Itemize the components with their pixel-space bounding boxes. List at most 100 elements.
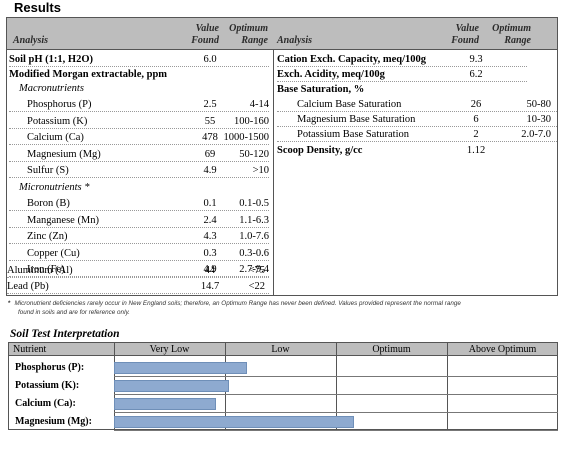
interpretation-row: Phosphorus (P):: [9, 359, 558, 377]
interp-divider-3: [336, 343, 337, 430]
row-label: Calcium Base Saturation: [297, 99, 402, 110]
row-range: >10: [252, 165, 269, 176]
interpretation-row: Potassium (K):: [9, 377, 558, 395]
row-lead: Lead (Pb) 14.7 <22: [7, 280, 269, 294]
row-range: 0.3-0.6: [239, 247, 269, 259]
header-value-left-2: Found: [191, 35, 219, 46]
row-label: Iron (Fe): [27, 264, 65, 275]
row-range: 50-80: [526, 99, 552, 110]
micronutrients-heading: Micronutrients *: [19, 182, 90, 193]
table-row: Zinc (Zn) 4.3 1.0-7.6: [9, 230, 269, 244]
table-row: Boron (B) 0.1 0.1-0.5: [9, 197, 269, 211]
row-range: 1.0-7.6: [239, 231, 269, 242]
row-label: Calcium (Ca): [27, 132, 84, 143]
results-table: Analysis Value Found Optimum Range Analy…: [6, 17, 558, 296]
row-value: 6: [473, 114, 479, 125]
row-range: 1000-1500: [223, 132, 270, 143]
level-bar: [114, 380, 229, 392]
base-saturation-heading: Base Saturation, %: [277, 84, 365, 95]
nutrient-label: Phosphorus (P):: [15, 362, 85, 373]
row-divider: [114, 394, 558, 395]
interp-header-above-optimum: Above Optimum: [468, 344, 537, 355]
row-value: 4.9: [203, 165, 217, 176]
row-range: 0.1-0.5: [239, 198, 269, 209]
row-divider: [114, 376, 558, 377]
row-range: 1.1-6.3: [239, 214, 269, 226]
header-range-left-2: Range: [241, 35, 268, 46]
row-label: Magnesium (Mg): [27, 148, 101, 160]
lead-value: 14.7: [200, 281, 220, 292]
nutrient-label: Calcium (Ca):: [15, 398, 76, 409]
row-value: 478: [202, 132, 218, 143]
macronutrients-heading: Macronutrients: [19, 83, 84, 94]
header-value-right-2: Found: [451, 35, 479, 46]
interp-divider-4: [447, 343, 448, 430]
footnote-line-1: Micronutrient deficiencies rarely occur …: [14, 300, 461, 307]
interp-header-low: Low: [271, 344, 290, 355]
header-analysis-left: Analysis: [13, 35, 49, 46]
cec-value: 9.3: [469, 54, 483, 65]
row-value: 4.3: [203, 231, 217, 242]
level-bar: [114, 398, 216, 410]
row-label: Copper (Cu): [27, 247, 80, 259]
table-row: Manganese (Mn) 2.4 1.1-6.3: [9, 214, 269, 228]
column-divider: [273, 50, 274, 296]
row-label: Phosphorus (P): [27, 99, 92, 110]
header-range-right-2: Range: [504, 35, 531, 46]
interpretation-table: Nutrient Very Low Low Optimum Above Opti…: [8, 342, 558, 431]
nutrient-label: Potassium (K):: [15, 380, 80, 391]
row-range: 4-14: [249, 99, 269, 110]
interpretation-row: Calcium (Ca):: [9, 395, 558, 413]
table-row: Calcium (Ca) 478 1000-1500: [9, 131, 269, 145]
header-value-right-1: Value: [455, 23, 479, 34]
row-value: 69: [204, 148, 216, 160]
interp-header-very-low: Very Low: [149, 344, 190, 355]
row-value: 26: [470, 99, 482, 110]
aluminum-value: 44: [204, 265, 216, 276]
row-value: 4.9: [203, 264, 217, 275]
row-divider: [114, 412, 558, 413]
aluminum-range: <75: [248, 265, 265, 276]
table-row: Iron (Fe) 4.9 2.7-9.4: [9, 263, 269, 277]
table-row: Phosphorus (P) 2.5 4-14: [9, 98, 269, 112]
row-soil-ph: Soil pH (1:1, H2O) 6.0: [9, 53, 269, 67]
table-row: Potassium (K) 55 100-160: [9, 115, 269, 129]
footnote-line-2: found in soils and are for reference onl…: [18, 309, 130, 316]
interp-header-optimum: Optimum: [372, 344, 411, 355]
table-row: Copper (Cu) 0.3 0.3-0.6: [9, 247, 269, 261]
soil-ph-value: 6.0: [203, 54, 217, 65]
table-row: Magnesium (Mg) 69 50-120: [9, 148, 269, 162]
interpretation-row: Magnesium (Mg):: [9, 413, 558, 431]
micronutrient-footnote: * Micronutrient deficiencies rarely occur…: [8, 299, 560, 317]
header-analysis-right: Analysis: [277, 35, 313, 46]
row-cec: Cation Exch. Capacity, meq/100g 9.3: [277, 53, 527, 67]
soil-ph-label: Soil pH (1:1, H2O): [9, 54, 94, 65]
nutrient-label: Magnesium (Mg):: [15, 416, 92, 427]
header-optimum-left-1: Optimum: [229, 23, 268, 34]
footnote-star: *: [8, 300, 11, 307]
row-divider: [114, 430, 558, 431]
row-value: 0.1: [203, 198, 217, 209]
scoop-value: 1.12: [466, 145, 486, 156]
row-value: 55: [204, 115, 216, 127]
interp-header-nutrient: Nutrient: [13, 344, 47, 355]
row-range: 2.0-7.0: [521, 129, 551, 140]
row-range: 100-160: [234, 115, 269, 127]
row-label: Sulfur (S): [27, 165, 69, 176]
interpretation-title: Soil Test Interpretation: [10, 328, 120, 340]
acidity-value: 6.2: [469, 69, 483, 80]
aluminum-label: Aluminum (Al): [7, 265, 73, 276]
table-row: Potassium Base Saturation 2 2.0-7.0: [277, 128, 557, 142]
lead-label: Lead (Pb): [7, 281, 49, 292]
row-label: Boron (B): [27, 198, 70, 209]
row-value: 2: [473, 129, 479, 140]
row-range: 10-30: [526, 114, 552, 125]
results-title: Results: [14, 0, 61, 15]
row-label: Potassium Base Saturation: [297, 129, 409, 140]
row-label: Manganese (Mn): [27, 214, 100, 226]
level-bar: [114, 416, 354, 428]
row-label: Potassium (K): [27, 115, 88, 127]
row-scoop-density: Scoop Density, g/cc 1.12: [277, 144, 527, 158]
header-optimum-right-1: Optimum: [492, 23, 531, 34]
lead-range: <22: [248, 281, 265, 292]
